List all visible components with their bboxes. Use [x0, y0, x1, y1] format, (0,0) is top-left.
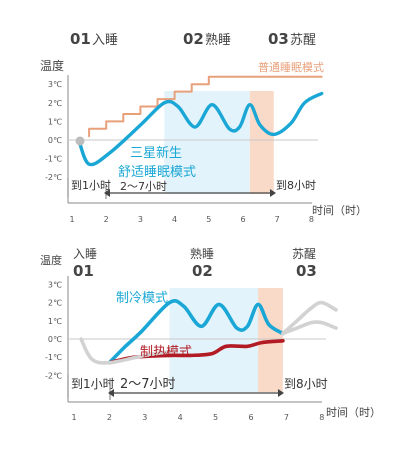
phase-2-name: 熟睡	[190, 246, 214, 261]
y-tick-labels: 3℃ 2℃ 1℃ 0℃ -1℃ -2℃	[45, 80, 62, 182]
phase-2-num: 02	[192, 262, 213, 280]
series-lines	[79, 299, 338, 365]
y-axis-label: 温度	[40, 253, 62, 267]
annotation-start: 到1小时	[71, 377, 115, 391]
label-comfort-sleep: 三星新生 舒适睡眠模式	[118, 145, 196, 180]
label-heating-mode: 制热模式	[140, 345, 192, 360]
x-tick-label: 1	[69, 215, 74, 224]
y-tick-label: 3℃	[48, 80, 62, 89]
y-tick-label: 1℃	[48, 317, 62, 326]
y-axis-label: 温度	[40, 58, 64, 73]
series-line-2	[79, 337, 172, 365]
series-line-0	[107, 299, 285, 365]
phase-headers: 01 入睡 02 熟睡 03 苏醒	[70, 30, 316, 48]
y-tick-labels: 3℃ 2℃ 1℃ 0℃ -1℃ -2℃	[45, 280, 62, 380]
phase-3-num: 03	[296, 262, 317, 280]
x-tick-labels: 1 2 3 4 5 6 7 8	[69, 215, 313, 224]
start-point	[75, 136, 85, 146]
chart-comfort-sleep: 01 入睡 02 熟睡 03 苏醒 温度 3℃ 2℃ 1℃ 0℃ -1℃ -2℃ 1 2 3 4…	[40, 30, 367, 224]
annotation-start: 到1小时	[71, 179, 111, 192]
shaded-regions	[169, 288, 283, 392]
annotation-end: 到8小时	[276, 179, 316, 192]
y-tick-label: 0℃	[48, 335, 62, 344]
duration-annotations: 到1小时 2～7小时 到8小时	[67, 178, 316, 199]
mid-arrow-left-head	[108, 389, 114, 397]
x-tick-label: 4	[172, 215, 177, 224]
phase-1-name: 入睡	[92, 33, 118, 48]
phase-1-num: 01	[73, 262, 94, 280]
x-tick-label: 3	[142, 413, 147, 422]
x-tick-label: 6	[240, 215, 245, 224]
x-axis-label: 时间（时）	[326, 406, 381, 419]
y-tick-label: 0℃	[48, 136, 62, 145]
duration-annotations: 到1小时 2～7小时 到8小时	[67, 375, 328, 400]
phase-1-name: 入睡	[73, 247, 97, 261]
y-tick-label: -2℃	[45, 173, 62, 182]
label-cooling-mode: 制冷模式	[116, 291, 168, 306]
x-tick-labels: 1 2 3 4 5 6 7 8	[71, 413, 324, 422]
phase-3-name: 苏醒	[290, 32, 316, 48]
x-tick-label: 8	[319, 413, 324, 422]
chart-cool-heat: 入睡 01 熟睡 02 苏醒 03 温度 3℃ 2℃ 1℃ 0℃ -1℃ -2℃ 1 2 3 4…	[40, 246, 381, 422]
phase-3-name: 苏醒	[292, 247, 316, 261]
x-tick-label: 2	[104, 215, 109, 224]
y-tick-label: -1℃	[45, 353, 62, 362]
mid-arrow-right-head	[270, 189, 276, 197]
y-tick-label: 2℃	[48, 99, 62, 108]
series-line-3	[281, 300, 338, 336]
y-tick-label: -2℃	[45, 371, 62, 380]
phase-headers: 入睡 01 熟睡 02 苏醒 03	[73, 246, 317, 280]
annotation-mid: 2～7小时	[120, 180, 167, 193]
y-tick-label: 2℃	[48, 299, 62, 308]
series-line-1	[77, 91, 324, 167]
legend-normal-sleep: 普通睡眠模式	[258, 60, 324, 74]
x-tick-label: 7	[275, 215, 280, 224]
x-tick-label: 4	[178, 413, 183, 422]
phase-1-num: 01	[70, 30, 91, 48]
annotation-end: 到8小时	[284, 377, 328, 391]
x-tick-label: 3	[138, 215, 143, 224]
x-axis-label: 时间（时）	[312, 204, 367, 217]
phase-3-num: 03	[268, 30, 289, 48]
phase-2-name: 熟睡	[205, 32, 231, 48]
y-tick-label: 3℃	[48, 280, 62, 289]
series-lines	[77, 75, 324, 167]
series-line-4	[281, 320, 338, 336]
annotation-mid: 2～7小时	[120, 377, 176, 392]
x-tick-label: 6	[248, 413, 253, 422]
x-tick-label: 1	[71, 413, 76, 422]
x-tick-label: 2	[107, 413, 112, 422]
x-tick-label: 5	[213, 413, 218, 422]
mid-arrow-right-head	[278, 389, 284, 397]
phase-2-num: 02	[183, 30, 204, 48]
y-tick-label: 1℃	[48, 117, 62, 126]
x-tick-label: 5	[206, 215, 211, 224]
x-tick-label: 7	[284, 413, 289, 422]
mid-arrow-left-head	[104, 189, 110, 197]
x-tick-label: 8	[309, 215, 314, 224]
y-tick-label: -1℃	[45, 155, 62, 164]
